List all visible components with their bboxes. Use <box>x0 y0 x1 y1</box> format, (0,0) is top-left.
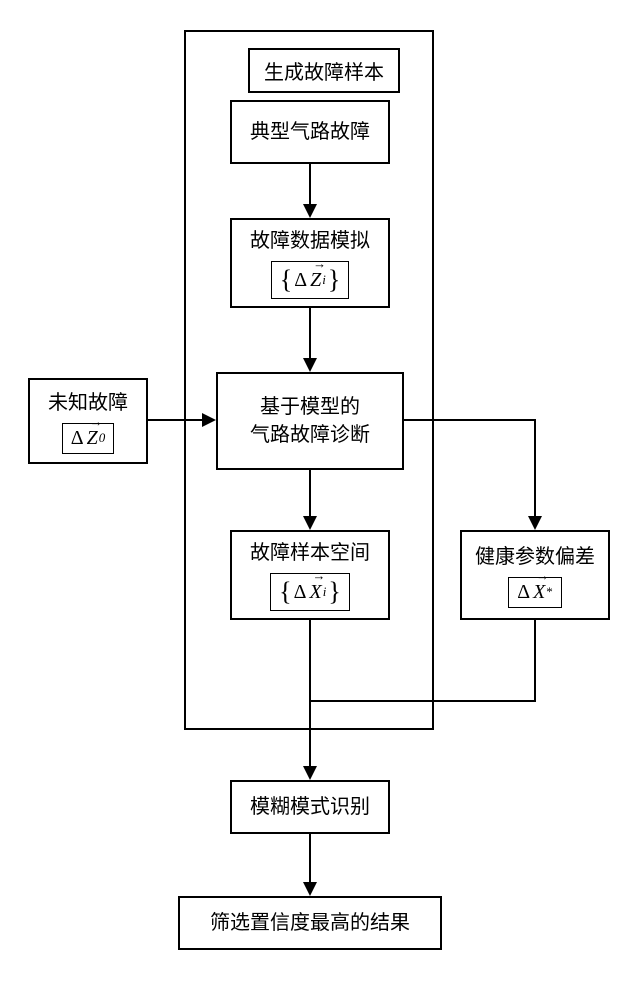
unknown-fault-box: 未知故障 ΔZ0 <box>28 378 148 464</box>
unknown-fault-formula: ΔZ0 <box>62 423 115 454</box>
arrow-head-icon <box>303 766 317 780</box>
fault-sample-space-box: 故障样本空间 {ΔXi} <box>230 530 390 620</box>
filter-result-label: 筛选置信度最高的结果 <box>210 909 410 937</box>
arrow-head-icon <box>303 204 317 218</box>
arrow-line <box>534 419 536 518</box>
arrow-head-icon <box>303 882 317 896</box>
arrow-head-icon <box>202 413 216 427</box>
fault-sample-space-formula: {ΔXi} <box>270 573 350 611</box>
fault-sample-space-label: 故障样本空间 <box>250 539 370 567</box>
group-title-text: 生成故障样本 <box>264 62 384 84</box>
model-diagnosis-box: 基于模型的 气路故障诊断 <box>216 372 404 470</box>
fault-data-sim-label: 故障数据模拟 <box>250 227 370 255</box>
arrow-line <box>148 419 204 421</box>
health-param-box: 健康参数偏差 ΔX* <box>460 530 610 620</box>
arrow-line <box>309 834 311 884</box>
fault-data-sim-formula: {ΔZi} <box>271 261 350 299</box>
arrow-head-icon <box>303 516 317 530</box>
flowchart-container: 生成故障样本 典型气路故障 故障数据模拟 {ΔZi} 未知故障 ΔZ0 基于模型… <box>0 0 624 1000</box>
arrow-line <box>404 419 536 421</box>
group-title: 生成故障样本 <box>248 48 400 93</box>
arrow-line <box>310 700 536 702</box>
fuzzy-recognition-label: 模糊模式识别 <box>250 793 370 821</box>
arrow-line <box>309 308 311 360</box>
fuzzy-recognition-box: 模糊模式识别 <box>230 780 390 834</box>
arrow-head-icon <box>528 516 542 530</box>
fault-data-sim-box: 故障数据模拟 {ΔZi} <box>230 218 390 308</box>
health-param-formula: ΔX* <box>508 577 562 608</box>
arrow-head-icon <box>303 358 317 372</box>
arrow-line <box>534 620 536 702</box>
health-param-label: 健康参数偏差 <box>475 543 595 571</box>
typical-fault-box: 典型气路故障 <box>230 100 390 164</box>
arrow-line <box>309 164 311 206</box>
model-diagnosis-line1: 基于模型的 <box>260 393 360 421</box>
typical-fault-label: 典型气路故障 <box>250 118 370 146</box>
arrow-line <box>309 620 311 768</box>
filter-result-box: 筛选置信度最高的结果 <box>178 896 442 950</box>
unknown-fault-label: 未知故障 <box>48 389 128 417</box>
model-diagnosis-line2: 气路故障诊断 <box>250 421 370 449</box>
arrow-line <box>309 470 311 518</box>
